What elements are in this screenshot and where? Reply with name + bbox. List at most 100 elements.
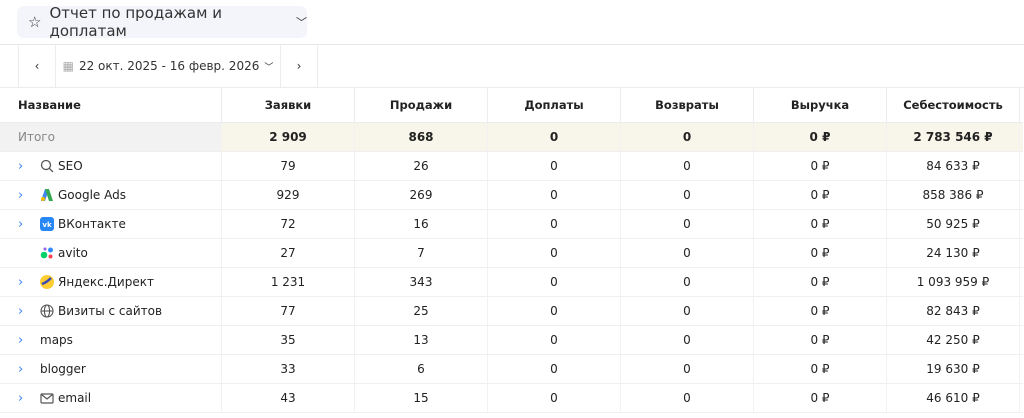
cell: 0 (487, 355, 620, 384)
name-cell: avito (0, 239, 221, 268)
expand-chevron-icon[interactable]: › (18, 216, 24, 232)
cell: 7 (354, 239, 487, 268)
cell: 0 (487, 181, 620, 210)
cell: 0 (620, 268, 753, 297)
next-period-button[interactable]: › (280, 45, 318, 87)
cell: 0 (620, 239, 753, 268)
toolbar: ‹ ▦ 22 окт. 2025 - 16 февр. 2026 ﹀ › (0, 45, 1024, 88)
table-row[interactable]: › Google Ads 929 269 0 0 0 ₽858 386 ₽ (0, 181, 1024, 210)
name-cell: › vk ВКонтакте (0, 210, 221, 239)
cell: 0 ₽ (753, 268, 886, 297)
cell: 50 925 ₽ (886, 210, 1019, 239)
cell: 27 (221, 239, 354, 268)
row-name: email (58, 391, 92, 405)
expand-chevron-icon[interactable]: › (18, 274, 24, 290)
table-row[interactable]: › Яндекс.Директ 1 231 343 0 0 0 ₽1 093 959 ₽ (0, 268, 1024, 297)
cell: 35 (221, 326, 354, 355)
column-header[interactable]: Себестоимость (886, 88, 1019, 123)
expand-chevron-icon[interactable]: › (18, 158, 24, 174)
cell: 82 843 ₽ (886, 297, 1019, 326)
cell: 42 250 ₽ (886, 326, 1019, 355)
column-header[interactable]: Название (0, 88, 221, 123)
star-icon[interactable]: ☆ (28, 13, 42, 31)
report-title: Отчет по продажам и доплатам (49, 4, 222, 40)
cell: 0 (487, 152, 620, 181)
yandex-direct-icon (40, 275, 54, 289)
expand-chevron-icon[interactable]: › (18, 303, 24, 319)
name-cell: › email (0, 384, 221, 413)
cell: 0 (620, 355, 753, 384)
name-cell: › maps (0, 326, 221, 355)
table-row[interactable]: › SEO 79 26 0 0 0 ₽84 633 ₽ (0, 152, 1024, 181)
cell: 72 (221, 210, 354, 239)
table-row[interactable]: › maps 35 13 0 0 0 ₽42 250 ₽ (0, 326, 1024, 355)
cell: 929 (221, 181, 354, 210)
date-range: 22 окт. 2025 - 16 февр. 2026 (78, 59, 260, 73)
table-row[interactable]: avito 27 7 0 0 0 ₽24 130 ₽ (0, 239, 1024, 268)
top-bar: ☆ Отчет по продажам и доплатам ﹀ (0, 0, 1024, 45)
expand-chevron-icon[interactable]: › (18, 361, 24, 377)
column-header[interactable]: Возвраты (620, 88, 753, 123)
cell: 1 231 (221, 268, 354, 297)
mail-icon (40, 391, 54, 405)
svg-text:vk: vk (42, 221, 52, 229)
cell: 33 (221, 355, 354, 384)
cell: 43 (221, 384, 354, 413)
row-name: Google Ads (58, 188, 126, 202)
google-ads-icon (40, 188, 54, 202)
table-row[interactable]: › Визиты с сайтов 77 25 0 0 0 ₽82 843 ₽ (0, 297, 1024, 326)
cell: 0 ₽ (753, 326, 886, 355)
column-header[interactable]: Доплаты (487, 88, 620, 123)
table-row[interactable]: › email 43 15 0 0 0 ₽46 610 ₽ (0, 384, 1024, 413)
cell: 15 (354, 384, 487, 413)
cell: 0 ₽ (753, 152, 886, 181)
cell: 0 (487, 123, 620, 152)
cell: 24 130 ₽ (886, 239, 1019, 268)
globe-icon (40, 304, 54, 318)
cell: 0 (620, 297, 753, 326)
total-label: Итого (0, 123, 221, 152)
date-range-picker[interactable]: ▦ 22 окт. 2025 - 16 февр. 2026 ﹀ (55, 45, 280, 87)
cell: 0 (487, 268, 620, 297)
column-header[interactable]: Заявки (221, 88, 354, 123)
expand-chevron-icon[interactable]: › (18, 187, 24, 203)
cell: 2 909 (221, 123, 354, 152)
cell: 19 630 ₽ (886, 355, 1019, 384)
cell: 0 ₽ (753, 384, 886, 413)
expand-chevron-icon[interactable]: › (18, 332, 24, 348)
name-cell: › Google Ads (0, 181, 221, 210)
avito-icon (40, 246, 54, 260)
report-table: Название Заявки Продажи Доплаты Возвраты… (0, 88, 1024, 413)
cell: 0 ₽ (753, 210, 886, 239)
cell: 16 (354, 210, 487, 239)
row-name: Визиты с сайтов (58, 304, 163, 318)
cell: 0 ₽ (753, 297, 886, 326)
cell: 858 386 ₽ (886, 181, 1019, 210)
cell: 26 (354, 152, 487, 181)
cell: 0 ₽ (753, 355, 886, 384)
cell: 2 783 546 ₽ (886, 123, 1019, 152)
cell: 25 (354, 297, 487, 326)
prev-period-button[interactable]: ‹ (18, 45, 55, 87)
row-name: blogger (40, 362, 86, 376)
table-row[interactable]: › blogger 33 6 0 0 0 ₽19 630 ₽ (0, 355, 1024, 384)
report-selector[interactable]: ☆ Отчет по продажам и доплатам ﹀ (17, 4, 307, 40)
column-header[interactable]: Продажи (354, 88, 487, 123)
name-cell: › SEO (0, 152, 221, 181)
cell: 13 (354, 326, 487, 355)
cell: 0 (487, 384, 620, 413)
cell: 77 (221, 297, 354, 326)
expand-chevron-icon[interactable]: › (18, 390, 24, 406)
cell: 0 (487, 326, 620, 355)
cell: 0 (620, 210, 753, 239)
column-header[interactable]: Выручка (753, 88, 886, 123)
cell: 84 633 ₽ (886, 152, 1019, 181)
row-name: ВКонтакте (58, 217, 126, 231)
name-cell: › Яндекс.Директ (0, 268, 221, 297)
cell: 0 ₽ (753, 239, 886, 268)
table-row[interactable]: › vk ВКонтакте 72 16 0 0 0 ₽50 925 ₽ (0, 210, 1024, 239)
cell: 79 (221, 152, 354, 181)
cell: 0 (487, 239, 620, 268)
cell: 0 ₽ (753, 181, 886, 210)
cell: 0 (487, 297, 620, 326)
